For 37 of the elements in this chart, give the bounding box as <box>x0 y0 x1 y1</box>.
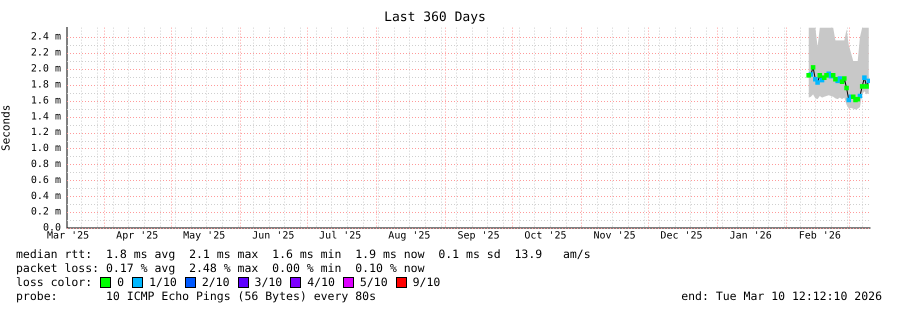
y-tick-label: 1.6 m <box>30 95 61 106</box>
y-tick-label: 2.0 m <box>30 64 61 75</box>
legend-label: 0 <box>117 275 124 289</box>
text: median rtt: 1.8 ms avg 2.1 ms max 1.6 ms min 1.9 ms now 0.1 ms sd 13.9 am/s <box>16 247 591 261</box>
text: end: Tue Mar 10 12:12:10 2026 <box>681 289 882 303</box>
x-tick-label: Sep '25 <box>457 230 500 242</box>
y-tick-label: 1.2 m <box>30 127 61 138</box>
x-tick-label: Nov '25 <box>594 230 636 242</box>
x-tick-label: Aug '25 <box>388 230 430 242</box>
y-tick-label: 1.4 m <box>30 111 61 122</box>
y-tick-label: 1.0 m <box>30 143 61 154</box>
x-tick-label: May '25 <box>183 230 226 242</box>
y-axis-title: Seconds <box>0 104 12 151</box>
legend-title: loss color: <box>16 275 92 289</box>
y-tick-label: 0.4 m <box>30 190 61 202</box>
y-tick-label: 0.2 m <box>30 206 61 218</box>
y-tick-label: 0.6 m <box>30 174 61 186</box>
legend-label: 4/10 <box>307 275 335 289</box>
x-tick-label: Jan '26 <box>730 230 772 242</box>
x-tick-label: Dec '25 <box>660 230 703 242</box>
text: packet loss: 0.17 % avg 2.48 % max 0.00 % min 0.10 % now <box>16 261 424 275</box>
legend-label: 1/10 <box>149 275 177 289</box>
y-tick-label: 1.8 m <box>30 79 61 90</box>
x-tick-label: Jul '25 <box>319 230 362 242</box>
y-tick-label: 0.8 m <box>30 158 61 170</box>
text: probe: 10 ICMP Echo Pings (56 Bytes) every 80s <box>16 289 376 303</box>
x-tick-label: Jun '25 <box>252 230 294 242</box>
y-tick-label: 2.4 m <box>30 32 61 43</box>
chart-title: Last 360 Days <box>384 10 486 26</box>
x-tick-label: Apr '25 <box>116 230 158 242</box>
legend-label: 9/10 <box>412 275 440 289</box>
legend-label: 3/10 <box>254 275 282 289</box>
y-tick-label: 2.2 m <box>30 48 61 59</box>
legend-label: 5/10 <box>360 275 388 289</box>
x-tick-label: Oct '25 <box>524 230 567 242</box>
legend-label: 2/10 <box>202 275 230 289</box>
x-tick-label: Feb '26 <box>798 230 841 242</box>
